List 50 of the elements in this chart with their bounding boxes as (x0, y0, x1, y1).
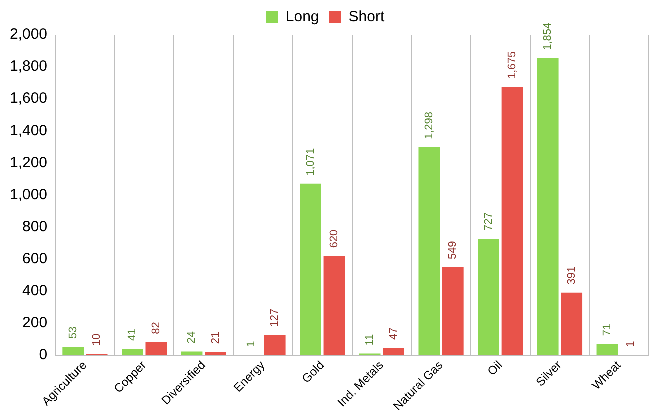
data-label: 11 (364, 334, 376, 346)
y-tick-label: 2,000 (10, 26, 48, 44)
bar (537, 58, 559, 356)
bar (146, 342, 168, 356)
y-tick-label: 400 (22, 282, 48, 300)
data-label: 391 (566, 266, 578, 285)
data-label: 549 (447, 241, 460, 260)
data-label: 1 (625, 341, 638, 348)
data-label: 127 (269, 308, 282, 328)
y-tick-label: 1,800 (10, 58, 48, 76)
data-label: 47 (388, 328, 400, 340)
bar (62, 347, 84, 356)
legend-label: Long (286, 8, 320, 26)
bar (383, 348, 404, 356)
bar (561, 292, 583, 356)
data-label: 620 (328, 230, 340, 248)
x-tick-label: Oil (484, 358, 506, 378)
bar (264, 335, 286, 356)
data-label: 1,675 (506, 52, 519, 80)
y-tick-label: 600 (22, 250, 48, 268)
bar (122, 348, 144, 356)
data-label: 1 (245, 341, 258, 348)
data-label: 24 (186, 331, 198, 344)
data-label: 1,071 (304, 148, 317, 176)
data-label: 41 (126, 328, 139, 341)
bar (596, 344, 618, 356)
data-label: 53 (67, 326, 80, 340)
y-tick-label: 1,400 (10, 122, 48, 140)
y-tick-label: 1,000 (10, 186, 48, 204)
data-label: 1,854 (542, 22, 554, 50)
legend-label: Short (348, 8, 386, 26)
bar (418, 148, 440, 356)
bar (181, 352, 203, 356)
data-label: 71 (601, 324, 614, 336)
y-tick-label: 800 (22, 218, 48, 236)
y-tick-label: 1,200 (10, 154, 48, 172)
bar (502, 87, 524, 356)
y-tick-label: 1,600 (10, 90, 48, 108)
bar (478, 239, 500, 356)
data-label: 10 (91, 334, 104, 346)
y-tick-label: 200 (22, 314, 48, 332)
data-label: 727 (482, 212, 495, 232)
bar (442, 268, 464, 356)
bar (205, 352, 226, 356)
y-tick-label: 0 (39, 346, 48, 364)
data-label: 82 (150, 322, 162, 334)
data-label: 21 (210, 332, 222, 344)
data-label: 1,298 (423, 112, 436, 140)
bar (324, 256, 346, 356)
bar (300, 184, 322, 356)
